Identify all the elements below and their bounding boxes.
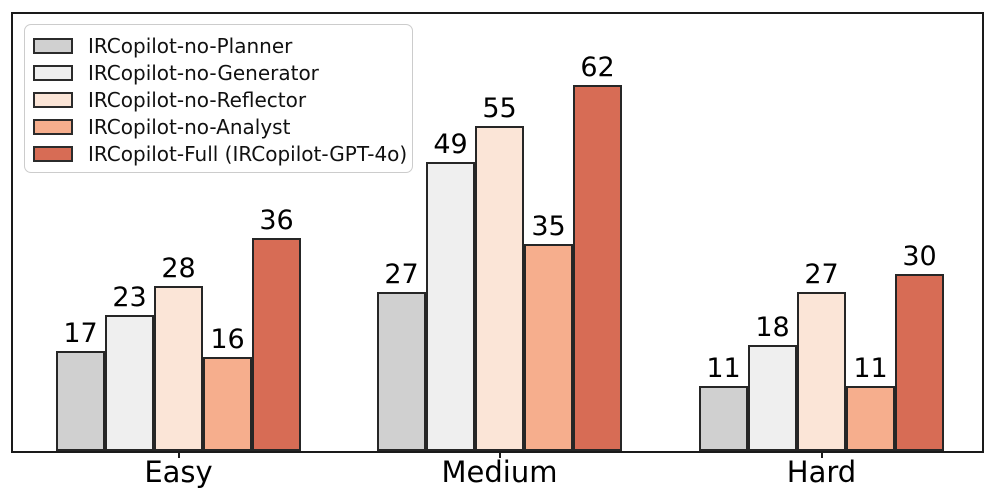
legend-item-0: IRCopilot-no-Planner <box>33 32 412 59</box>
bar-hard-series4 <box>895 274 944 451</box>
bar-value-label: 35 <box>531 210 566 242</box>
bar-value-label: 30 <box>902 240 937 272</box>
bar-easy-series4 <box>252 238 301 451</box>
legend-item-3: IRCopilot-no-Analyst <box>33 113 412 140</box>
legend-swatch-icon <box>33 37 73 54</box>
bar-value-label: 27 <box>804 258 839 290</box>
legend-item-label: IRCopilot-no-Analyst <box>88 114 291 139</box>
legend-item-label: IRCopilot-no-Reflector <box>88 87 307 112</box>
bar-medium-series4 <box>573 85 622 451</box>
bar-value-label: 36 <box>259 204 294 236</box>
x-tick-label-easy: Easy <box>144 455 213 489</box>
bar-easy-series2 <box>154 286 203 451</box>
bar-hard-series0 <box>699 386 748 451</box>
legend-swatch-icon <box>33 118 73 135</box>
legend: IRCopilot-no-Planner IRCopilot-no-Generat… <box>24 24 413 173</box>
bar-easy-series1 <box>105 315 154 451</box>
x-tick-label-hard: Hard <box>786 455 857 489</box>
bar-value-label: 27 <box>384 258 419 290</box>
bar-medium-series2 <box>475 126 524 451</box>
legend-swatch-icon <box>33 64 73 81</box>
legend-item-1: IRCopilot-no-Generator <box>33 59 412 86</box>
bar-value-label: 49 <box>433 128 468 160</box>
bar-medium-series0 <box>377 292 426 451</box>
legend-item-label: IRCopilot-Full (IRCopilot-GPT-4o) <box>88 141 408 166</box>
legend-item-4: IRCopilot-Full (IRCopilot-GPT-4o) <box>33 140 412 167</box>
bar-easy-series3 <box>203 357 252 451</box>
legend-item-2: IRCopilot-no-Reflector <box>33 86 412 113</box>
legend-swatch-icon <box>33 145 73 162</box>
bar-value-label: 23 <box>112 281 147 313</box>
bar-hard-series1 <box>748 345 797 451</box>
legend-item-label: IRCopilot-no-Planner <box>88 33 293 58</box>
x-axis-tick-medium <box>498 453 501 458</box>
legend-item-label: IRCopilot-no-Generator <box>88 60 319 85</box>
bar-value-label: 28 <box>161 252 196 284</box>
bar-value-label: 11 <box>706 352 741 384</box>
plot-area: IRCopilot-no-Planner IRCopilot-no-Generat… <box>11 12 984 453</box>
x-axis-tick-easy <box>177 453 180 458</box>
x-tick-label-medium: Medium <box>441 455 558 489</box>
bar-medium-series3 <box>524 244 573 451</box>
bar-value-label: 55 <box>482 92 517 124</box>
bar-easy-series0 <box>56 351 105 451</box>
bar-hard-series2 <box>797 292 846 451</box>
bar-value-label: 11 <box>853 352 888 384</box>
bar-value-label: 18 <box>755 311 790 343</box>
x-axis-tick-hard <box>820 453 823 458</box>
bar-medium-series1 <box>426 162 475 451</box>
bar-hard-series3 <box>846 386 895 451</box>
bar-value-label: 17 <box>63 317 98 349</box>
bar-value-label: 62 <box>580 51 615 83</box>
bar-value-label: 16 <box>210 323 245 355</box>
legend-swatch-icon <box>33 91 73 108</box>
